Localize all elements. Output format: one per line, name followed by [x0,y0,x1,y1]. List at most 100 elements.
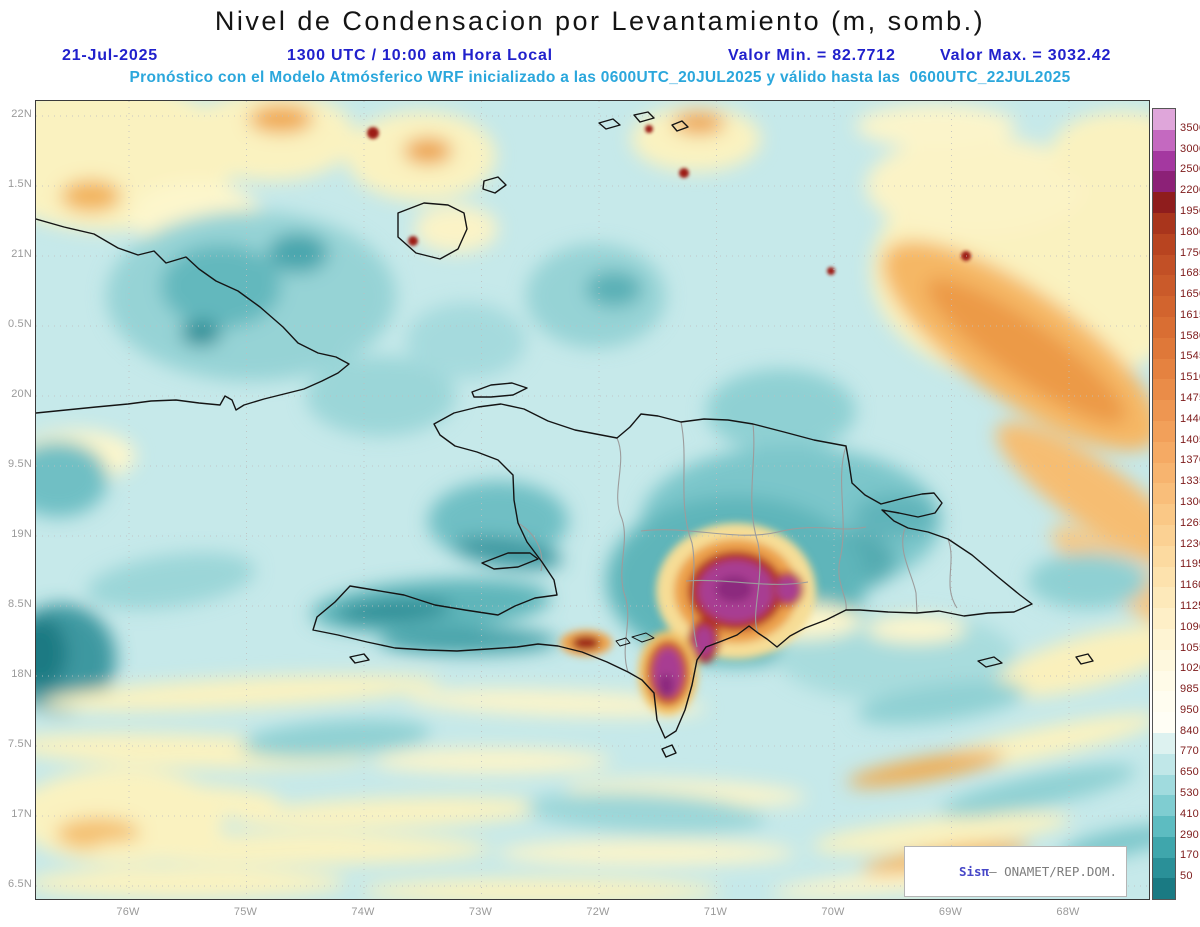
colorbar-tick-label: 170 [1180,849,1199,862]
colorbar-cell [1153,316,1175,338]
lcl-maxima [560,523,816,715]
coastlines [36,111,1094,758]
colorbar-cell [1153,608,1175,629]
colorbar-tick-label: 1300 [1180,496,1200,508]
colorbar-cell [1153,504,1175,525]
colorbar-cell [1153,691,1175,713]
colorbar-tick-label: 1405 [1180,433,1200,446]
colorbar-tick-label: 1800 [1180,225,1200,238]
lon-tick-label: 71W [703,906,728,918]
colorbar-tick-label: 3500 [1180,121,1200,134]
colorbar-cell [1153,420,1175,442]
colorbar-tick-label: 2200 [1180,184,1200,197]
colorbar-tick-label: 1195 [1180,558,1200,571]
colorbar-cell [1153,275,1175,297]
colorbar-cell [1153,358,1175,380]
colorbar-cell [1153,524,1175,546]
colorbar-tick-label: 1440 [1180,412,1200,425]
colorbar-cell [1153,712,1175,733]
lat-tick-label: 9.5N [7,458,32,470]
colorbar-tick-label: 1125 [1180,599,1200,612]
colorbar-cell [1153,732,1175,754]
colorbar-tick-label: 1055 [1180,641,1200,654]
colorbar-cell [1153,109,1175,130]
colorbar-cell [1153,150,1175,172]
lon-tick-label: 76W [116,906,140,918]
colorbar-tick-label: 410 [1180,807,1199,820]
colorbar-tick-label: 1090 [1180,620,1200,633]
colorbar-tick-label: 1510 [1180,371,1200,384]
colorbar-cell [1153,379,1175,401]
lon-tick-label: 74W [351,906,375,918]
header-forecast-line: Pronóstico con el Modelo Atmósferico WRF… [129,69,1071,86]
colorbar-tick-label: 50 [1180,870,1193,883]
lon-tick-label: 72W [586,906,610,918]
colorbar-tick-label: 1230 [1180,537,1200,550]
colorbar-cell [1153,233,1175,255]
colorbar-tick-label: 1370 [1180,454,1200,467]
colorbar-tick-label: 1020 [1180,662,1200,675]
attribution-box: Sisπ– ONAMET/REP.DOM. [903,846,1127,897]
colorbar-tick-label: 650 [1180,766,1199,779]
lon-tick-label: 70W [821,906,845,918]
colorbar-cell [1153,462,1175,484]
colorbar-cell [1153,212,1175,234]
lat-tick-label: 0.5N [7,318,32,330]
lat-tick-label: 21N [11,248,32,260]
colorbar-tick-label: 1160 [1180,579,1200,592]
colorbar-tick-label: 1580 [1180,329,1200,342]
colorbar-cell [1153,192,1175,213]
header-min-value: Valor Min. = 82.7712 [728,47,896,64]
lat-tick-label: 1.5N [7,178,32,190]
colorbar-cell [1153,483,1175,505]
page-title: Nivel de Condensacion por Levantamiento … [214,6,986,36]
lat-tick-label: 7.5N [7,738,32,750]
colorbar-cell [1153,857,1175,879]
lat-tick-label: 22N [11,108,32,120]
header-time: 1300 UTC / 10:00 am Hora Local [287,47,553,64]
colorbar-tick-label: 1685 [1180,267,1200,280]
lat-tick-label: 6.5N [7,878,32,890]
colorbar-cell [1153,400,1175,421]
colorbar-cell [1153,795,1175,817]
colorbar-cell [1153,628,1175,650]
colorbar-cell [1153,816,1175,837]
header-max-value: Valor Max. = 3032.42 [940,47,1112,64]
lat-tick-label: 20N [11,388,32,400]
colorbar-tick-label: 770 [1180,745,1199,758]
colorbar-cell [1153,129,1175,151]
colorbar-tick-label: 530 [1180,787,1199,800]
colorbar-cell [1153,587,1175,609]
colorbar-cell [1153,649,1175,671]
colorbar-tick-label: 3000 [1180,142,1200,155]
colorbar-tick-label: 290 [1180,828,1199,841]
map-frame: Sisπ– ONAMET/REP.DOM. [35,100,1150,900]
colorbar-tick-label: 1475 [1180,392,1200,405]
colorbar-tick-label: 1615 [1180,308,1200,321]
colorbar [1152,108,1176,900]
attribution-logo: Sisπ [958,864,990,879]
colorbar-tick-label: 1950 [1180,204,1200,217]
colorbar-cell [1153,753,1175,775]
colorbar-cell [1153,171,1175,193]
colorbar-tick-label: 1335 [1180,475,1200,488]
colorbar-cell [1153,545,1175,567]
lon-tick-label: 69W [938,906,963,918]
colorbar-tick-label: 1545 [1180,350,1200,363]
colorbar-tick-label: 950 [1180,703,1199,716]
colorbar-cell [1153,836,1175,858]
colorbar-cell [1153,566,1175,588]
colorbar-cell [1153,441,1175,463]
header-row: 21-Jul-2025 1300 UTC / 10:00 am Hora Loc… [0,47,1200,67]
colorbar-cell [1153,878,1175,900]
lat-tick-label: 19N [11,528,32,540]
lat-tick-label: 18N [11,668,32,680]
colorbar-tick-label: 1650 [1180,288,1200,301]
colorbar-cell [1153,254,1175,276]
attribution-text: – ONAMET/REP.DOM. [989,864,1117,879]
graticule [36,101,1149,899]
colorbar-tick-label: 1750 [1180,246,1200,259]
map-canvas [36,101,1149,899]
lon-tick-label: 68W [1056,906,1080,918]
